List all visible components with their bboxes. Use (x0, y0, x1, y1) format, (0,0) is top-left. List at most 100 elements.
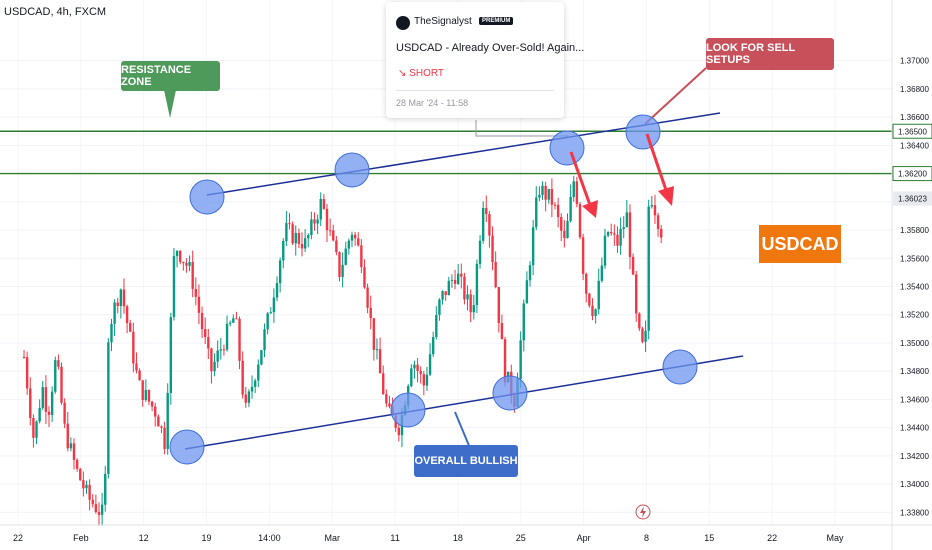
x-tick-label: 12 (139, 533, 149, 543)
candle-body (494, 262, 497, 288)
candle-body (622, 227, 625, 230)
candle-body (350, 234, 354, 241)
candle-body (547, 189, 550, 200)
candle-body (32, 418, 35, 438)
idea-title[interactable]: USDCAD - Already Over-Sold! Again... (396, 42, 585, 54)
sell-arrow-shaft (645, 133, 668, 191)
price-label: 1.36023 (898, 195, 927, 204)
candle-body (656, 215, 660, 229)
idea-popup[interactable]: TheSignalyst PREMIUM USDCAD - Already Ov… (386, 2, 584, 118)
horizontal-levels (0, 130, 892, 175)
candle-body (97, 511, 101, 515)
candle-body (232, 318, 235, 323)
idea-date: 28 Mar '24 - 11:58 (396, 98, 469, 108)
y-tick-label: 1.34600 (900, 395, 929, 404)
candle-body (278, 260, 282, 284)
candle-body (553, 204, 557, 206)
candle-body (360, 245, 363, 268)
candle-body (125, 306, 129, 324)
candle-body (453, 279, 457, 284)
candle-body (382, 373, 385, 395)
candle-body (550, 189, 554, 205)
y-tick-label: 1.35000 (900, 339, 929, 348)
candle-body (194, 288, 198, 297)
candle-body (250, 386, 254, 392)
candle-body (485, 207, 488, 215)
candle-body (22, 357, 26, 359)
candle-body (79, 468, 82, 481)
y-tick-label: 1.34000 (900, 480, 929, 489)
sell-arrow-shaft (569, 151, 592, 206)
x-tick-label: 18 (453, 533, 463, 543)
candle-body (556, 204, 560, 217)
y-tick-label: 1.33800 (900, 508, 929, 517)
price-label-box (892, 166, 932, 182)
candle-body (475, 263, 479, 306)
candle-body (488, 214, 491, 236)
candle-body (325, 208, 329, 231)
candle-body (441, 291, 444, 300)
candle-body (460, 273, 463, 277)
candle-body (525, 280, 529, 304)
y-tick-label: 1.35600 (900, 254, 929, 263)
price-labels: 1.36500 1.36200 1.36023 (892, 123, 932, 206)
candle-body (478, 240, 482, 264)
candle-body (332, 230, 335, 241)
callout-pointer-sell (644, 67, 707, 125)
candle-body (319, 199, 322, 220)
candle-body (660, 228, 663, 238)
candle-body (560, 216, 563, 231)
candle-body (163, 427, 166, 449)
candle-body (60, 366, 63, 403)
candle-body (410, 368, 413, 387)
candle-body (169, 317, 173, 393)
candle-body (397, 427, 401, 436)
candle-body (222, 349, 226, 351)
resistance-zone-label: RESISTANCE ZONE (121, 61, 220, 91)
candle-body (141, 380, 144, 400)
candle-body (119, 289, 123, 306)
popup-connector (475, 120, 568, 137)
candle-body (528, 265, 532, 281)
candle-body (178, 250, 182, 262)
candle-body (160, 426, 163, 428)
candle-body (191, 262, 194, 289)
candle-body (469, 294, 472, 313)
candle-body (66, 423, 69, 449)
candle-body (519, 340, 522, 379)
touch-circle (625, 114, 661, 150)
candle-body (185, 263, 188, 266)
candle-body (285, 223, 288, 242)
premium-badge: PREMIUM (479, 17, 514, 25)
y-tick-label: 1.34800 (900, 367, 929, 376)
sell-arrow-head (658, 186, 674, 206)
candle-body (57, 360, 60, 367)
candle-body (63, 402, 66, 424)
candle-body (144, 390, 148, 400)
candle-body (597, 280, 600, 310)
candle-body (213, 361, 216, 372)
author-name[interactable]: TheSignalyst (414, 16, 472, 27)
candle-body (419, 370, 422, 375)
candle-body (572, 181, 575, 198)
candle-body (253, 380, 257, 387)
ticker-label: USDCAD (759, 225, 841, 263)
candle-body (641, 328, 644, 342)
candle-body (413, 364, 416, 369)
candle-body (644, 330, 647, 342)
candle-body (541, 185, 544, 195)
y-tick-label: 1.35400 (900, 282, 929, 291)
candle-body (100, 504, 104, 515)
candle-body (635, 274, 638, 314)
candle-body (575, 181, 579, 205)
candle-body (288, 223, 291, 225)
y-tick-label: 1.36400 (900, 141, 929, 150)
candle-body (272, 297, 276, 313)
candle-body (628, 212, 632, 257)
x-tick-label: 19 (202, 533, 212, 543)
candle-body (313, 219, 316, 224)
candle-body (297, 232, 301, 244)
symbol-header[interactable]: USDCAD, 4h, FXCM (4, 6, 107, 18)
